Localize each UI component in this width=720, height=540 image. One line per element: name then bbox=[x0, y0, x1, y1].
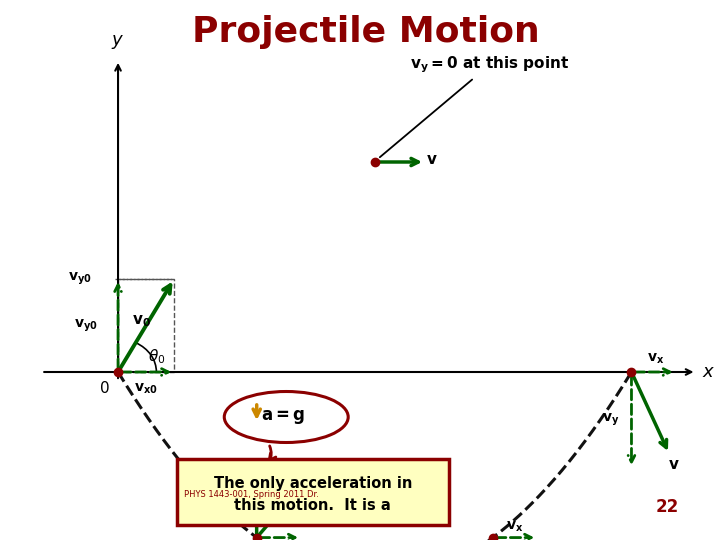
Text: $\mathbf{v_x}$: $\mathbf{v_x}$ bbox=[647, 352, 665, 366]
Text: $\mathbf{v}$: $\mathbf{v}$ bbox=[285, 478, 297, 494]
Text: 0: 0 bbox=[100, 381, 110, 396]
Text: $\mathbf{a = g}$: $\mathbf{a = g}$ bbox=[261, 408, 305, 426]
Text: Projectile Motion: Projectile Motion bbox=[192, 15, 540, 49]
Text: this motion.  It is a: this motion. It is a bbox=[235, 498, 391, 513]
Bar bbox=[118, 279, 174, 372]
FancyBboxPatch shape bbox=[177, 459, 449, 525]
Text: $\mathbf{v_{y0}}$: $\mathbf{v_{y0}}$ bbox=[73, 318, 97, 334]
Text: PHYS 1443-001, Spring 2011 Dr.: PHYS 1443-001, Spring 2011 Dr. bbox=[184, 490, 319, 499]
Text: $\theta_0$: $\theta_0$ bbox=[148, 348, 165, 366]
Text: $\mathbf{v}$: $\mathbf{v}$ bbox=[668, 457, 680, 472]
Ellipse shape bbox=[224, 392, 348, 442]
FancyArrowPatch shape bbox=[269, 446, 276, 461]
Text: $x$: $x$ bbox=[702, 363, 716, 381]
Text: The only acceleration in: The only acceleration in bbox=[214, 476, 412, 491]
Text: $\mathbf{v_y}$: $\mathbf{v_y}$ bbox=[602, 412, 619, 428]
Text: $\mathbf{v_0}$: $\mathbf{v_0}$ bbox=[132, 313, 151, 329]
Text: $\mathbf{v_{x0}}$: $\mathbf{v_{x0}}$ bbox=[134, 382, 158, 396]
Text: 22: 22 bbox=[655, 498, 679, 516]
Text: $y$: $y$ bbox=[112, 33, 125, 51]
Text: $\mathbf{v_y}$: $\mathbf{v_y}$ bbox=[225, 504, 243, 520]
Text: $\mathbf{v_{y0}}$: $\mathbf{v_{y0}}$ bbox=[68, 271, 91, 287]
Text: $\mathbf{v_y = 0}$ at this point: $\mathbf{v_y = 0}$ at this point bbox=[380, 55, 570, 157]
Text: $\mathbf{v}$: $\mathbf{v}$ bbox=[426, 152, 438, 166]
Text: $\mathbf{v_x}$: $\mathbf{v_x}$ bbox=[506, 519, 523, 534]
